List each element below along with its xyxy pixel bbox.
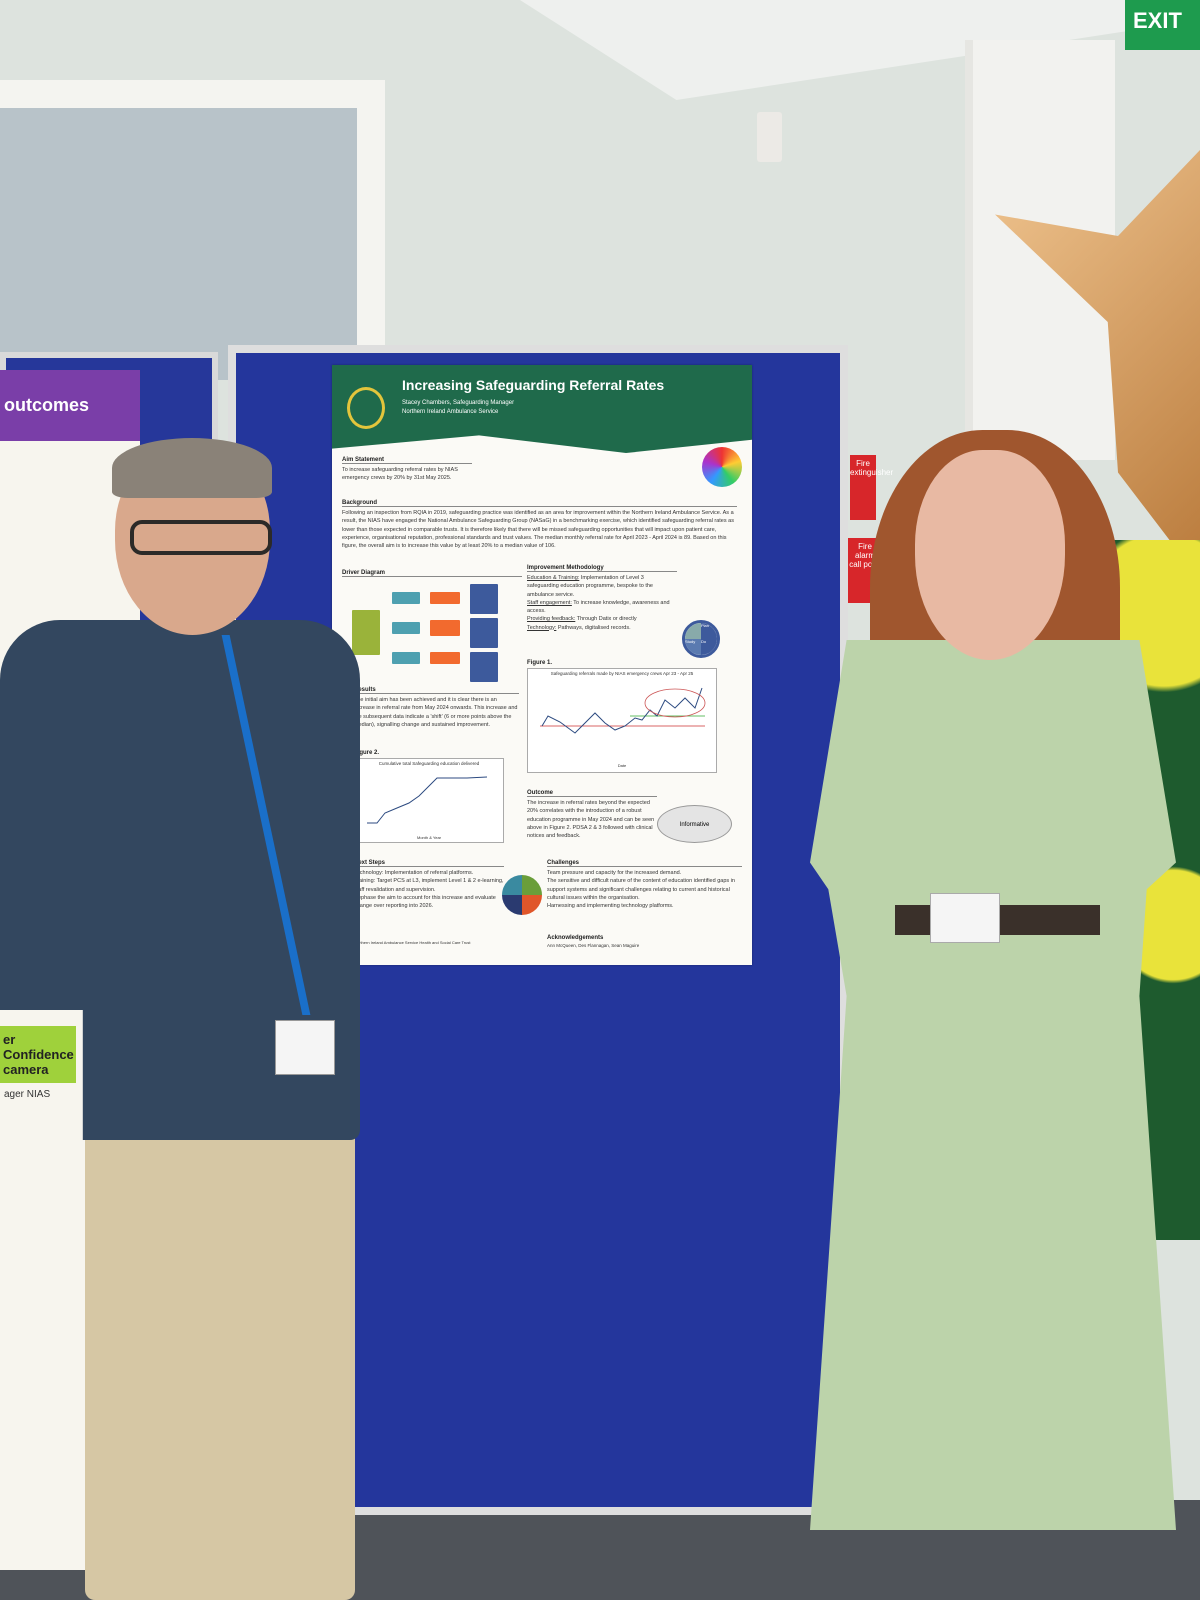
challenge-item: Harnessing and implementing technology p…: [547, 903, 674, 909]
driver-diagram: Driver Diagram: [342, 570, 522, 690]
figure1-run-chart: [540, 687, 706, 734]
woman-dress: [810, 640, 1176, 1530]
poster-author: Stacey Chambers, Safeguarding Manager: [402, 400, 515, 406]
figure2-title: Cumulative total Safeguarding education …: [378, 761, 480, 766]
next-steps-section: Next Steps Technology: Implementation of…: [354, 860, 504, 910]
figure2: Figure 2. Cumulative total Safeguarding …: [354, 750, 504, 843]
acknowledgements-heading: Acknowledgements: [547, 935, 604, 941]
id-badge: [930, 893, 1000, 943]
next-step-item: Rephase the aim to account for this incr…: [354, 894, 496, 909]
figure1: Figure 1. Safeguarding referrals made by…: [527, 660, 717, 773]
wall-sensor: [757, 112, 782, 162]
glasses: [130, 520, 272, 555]
figure1-xlabel: Date: [617, 762, 627, 768]
pdsa-wheel-icon: [502, 875, 542, 915]
method-text: Pathways, digitalised records.: [556, 624, 631, 631]
challenges-heading: Challenges: [547, 860, 742, 867]
left-poster-text: ager NIAS: [4, 1089, 51, 1100]
next-step-item: Training: Target PCS at L3, implement Le…: [354, 878, 504, 893]
man-trousers: [85, 1080, 355, 1600]
outcome-heading: Outcome: [527, 790, 657, 797]
methodology-heading: Improvement Methodology: [527, 565, 677, 572]
poster: Increasing Safeguarding Referral Rates S…: [332, 365, 752, 965]
driver-diagram-heading: Driver Diagram: [342, 570, 522, 577]
results-heading: Results: [354, 687, 519, 694]
exit-sign: EXIT: [1125, 0, 1200, 50]
method-label: Education & Training:: [527, 575, 580, 581]
left-poster-heading: er Confidence camera: [0, 1026, 76, 1083]
outcome-text: The increase in referral rates beyond th…: [527, 800, 655, 839]
background-heading: Background: [342, 500, 737, 507]
woman-face: [915, 450, 1065, 660]
results-section: Results The initial aim has been achieve…: [354, 687, 519, 729]
next-steps-heading: Next Steps: [354, 860, 504, 867]
method-label: Providing feedback:: [527, 616, 576, 623]
poster-organisation: Northern Ireland Ambulance Service: [402, 409, 499, 415]
figure2-label: Figure 2.: [354, 750, 380, 756]
challenge-item: The sensitive and difficult nature of th…: [547, 878, 735, 901]
figure1-label: Figure 1.: [527, 660, 553, 666]
method-text: To increase knowledge, awareness and acc…: [527, 599, 670, 614]
man-hair: [112, 438, 272, 498]
door-frame: [0, 80, 385, 380]
figure1-title: Safeguarding referrals made by NIAS emer…: [550, 671, 694, 676]
aim-text: To increase safeguarding referral rates …: [342, 467, 458, 482]
next-step-item: Technology: Implementation of referral p…: [354, 870, 474, 876]
pdsa-study: Study: [685, 639, 701, 655]
poster-header: Increasing Safeguarding Referral Rates S…: [332, 365, 752, 453]
acknowledgements-section: Acknowledgements Ann McQueen, Des Flanna…: [547, 935, 737, 950]
background-text: Following an inspection from RQIA in 201…: [342, 510, 734, 549]
method-label: Technology:: [527, 624, 557, 631]
pdsa-plan: Plan: [701, 623, 717, 639]
acknowledgements-text: Ann McQueen, Des Flannagan, Sean Maguire: [547, 943, 640, 948]
aim-heading: Aim Statement: [342, 457, 472, 464]
background-section: Background Following an inspection from …: [342, 500, 737, 550]
results-text: The initial aim has been achieved and it…: [354, 697, 518, 728]
method-text: Through Datix or directly: [575, 616, 637, 623]
pdsa-do: Do: [701, 639, 717, 655]
left-poster-title: outcomes: [0, 370, 140, 441]
fire-extinguisher-sign: Fire extinguisher: [850, 455, 893, 520]
challenges-section: Challenges Team pressure and capacity fo…: [547, 860, 742, 910]
methodology-section: Improvement Methodology Education & Trai…: [527, 565, 677, 632]
safety-quality-logo: [702, 447, 742, 487]
figure2-line-chart: [367, 776, 488, 824]
footer-org: Northern Ireland Ambulance Service Healt…: [354, 940, 471, 945]
poster-title: Increasing Safeguarding Referral Rates: [402, 377, 665, 393]
outcome-section: Outcome The increase in referral rates b…: [527, 790, 657, 840]
id-badge: [275, 1020, 335, 1075]
figure2-xlabel: Month & Year: [416, 834, 442, 840]
pdsa-act: Act: [685, 623, 701, 639]
method-label: Staff engagement:: [527, 599, 572, 606]
pdsa-cycle: Act Plan Study Do: [682, 620, 720, 658]
method-text: Implementation of Level 3 safeguarding e…: [527, 575, 653, 598]
nias-crest-logo: [347, 387, 385, 429]
word-cloud: Informative: [657, 805, 732, 843]
aim-section: Aim Statement To increase safeguarding r…: [342, 457, 472, 483]
challenge-item: Team pressure and capacity for the incre…: [547, 870, 682, 876]
